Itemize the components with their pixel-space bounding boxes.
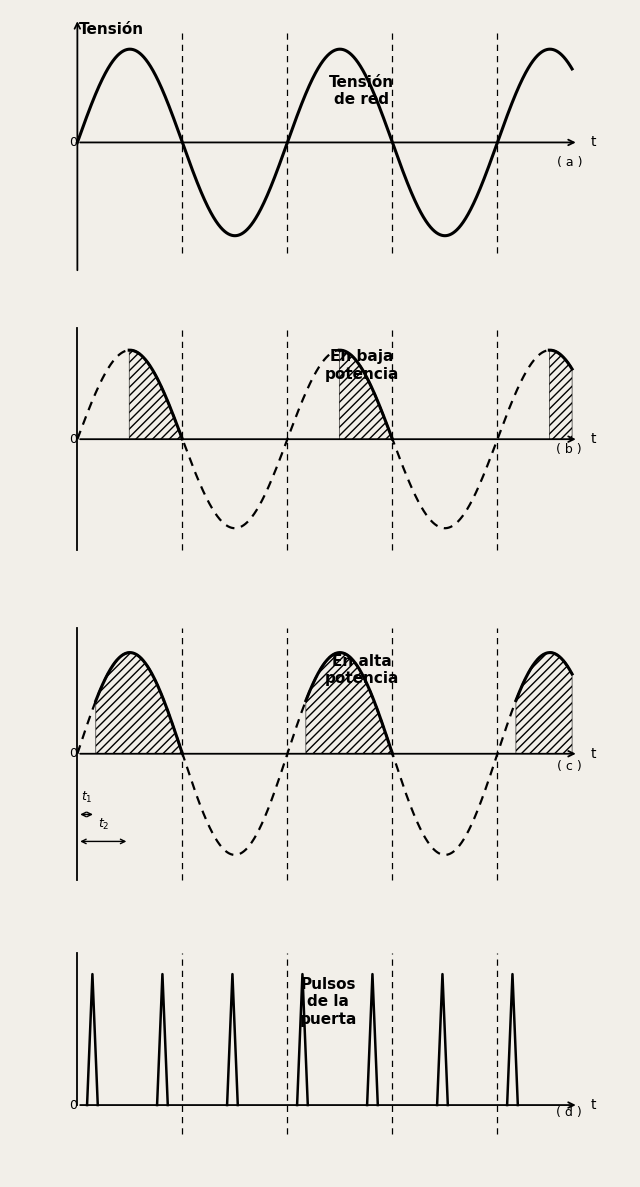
Text: t: t: [591, 1098, 596, 1112]
Text: t: t: [591, 432, 596, 446]
Text: t: t: [591, 747, 596, 761]
Text: En baja
potencia: En baja potencia: [324, 349, 399, 382]
Text: ( b ): ( b ): [557, 444, 582, 457]
Text: $t_1$: $t_1$: [81, 789, 92, 805]
Text: En alta
potencia: En alta potencia: [324, 654, 399, 686]
Text: ( a ): ( a ): [557, 155, 582, 169]
Text: ( d ): ( d ): [556, 1106, 582, 1119]
Text: 0: 0: [69, 137, 77, 148]
Text: 0: 0: [69, 1098, 77, 1111]
Text: 0: 0: [69, 748, 77, 760]
Text: t: t: [591, 135, 596, 150]
Text: Tensión
de red: Tensión de red: [329, 75, 394, 107]
Text: $t_2$: $t_2$: [97, 817, 109, 832]
Text: 0: 0: [69, 433, 77, 445]
Text: Tensión: Tensión: [79, 23, 144, 37]
Text: ( c ): ( c ): [557, 760, 582, 773]
Text: Pulsos
de la
puerta: Pulsos de la puerta: [300, 977, 356, 1027]
